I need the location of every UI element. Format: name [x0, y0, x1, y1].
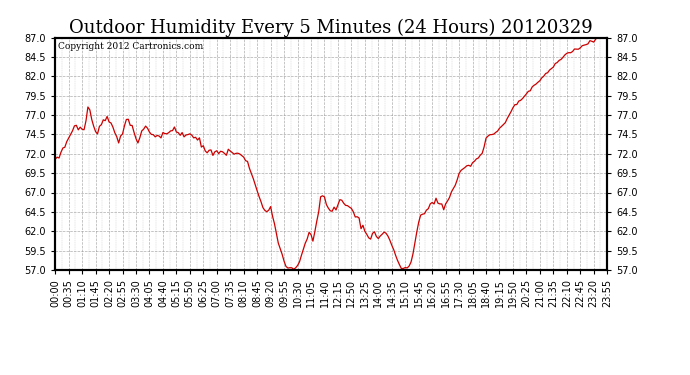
Text: Copyright 2012 Cartronics.com: Copyright 2012 Cartronics.com — [58, 42, 204, 51]
Title: Outdoor Humidity Every 5 Minutes (24 Hours) 20120329: Outdoor Humidity Every 5 Minutes (24 Hou… — [69, 19, 593, 38]
